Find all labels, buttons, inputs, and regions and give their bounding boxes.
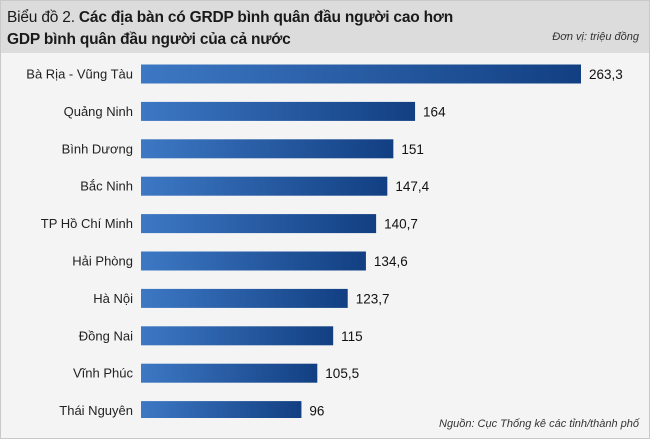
category-label: Thái Nguyên: [59, 403, 133, 418]
chart-title: Biểu đồ 2. Các địa bàn có GRDP bình quân…: [7, 7, 453, 51]
value-label: 115: [341, 329, 363, 344]
value-label: 164: [423, 104, 446, 119]
bar: [141, 101, 416, 121]
category-label: Quảng Ninh: [64, 104, 133, 119]
bar: [141, 176, 388, 196]
value-label: 151: [401, 142, 424, 157]
bar: [141, 214, 377, 234]
bar-chart: Bà Rịa - Vũng Tàu 263,3 Quảng Ninh 164 Bình …: [26, 64, 623, 418]
value-label: 140,7: [384, 217, 418, 232]
category-label: Bình Dương: [62, 141, 133, 156]
bar: [141, 363, 318, 383]
bar: [141, 139, 394, 159]
category-label: Đồng Nai: [79, 328, 133, 343]
value-label: 134,6: [374, 254, 408, 269]
bar: [141, 251, 366, 271]
chart-title-line2: GDP bình quân đầu người của cả nước: [7, 31, 291, 48]
chart-title-line1: Các địa bàn có GRDP bình quân đầu người …: [78, 9, 454, 26]
category-label: Vĩnh Phúc: [73, 366, 133, 381]
chart-header: Biểu đồ 2. Các địa bàn có GRDP bình quân…: [1, 1, 649, 53]
bar: [141, 288, 348, 308]
category-label: Bà Rịa - Vũng Tàu: [26, 67, 133, 82]
value-label: 123,7: [356, 291, 390, 306]
category-label: TP Hồ Chí Minh: [41, 216, 133, 231]
bar: [141, 326, 334, 346]
value-label: 96: [309, 404, 324, 418]
category-label: Hải Phòng: [72, 254, 133, 269]
unit-label: Đơn vị: triệu đồng: [552, 31, 639, 43]
bar: [141, 64, 581, 84]
source-note: Nguồn: Cục Thống kê các tỉnh/thành phố: [439, 418, 639, 430]
category-label: Bắc Ninh: [80, 179, 133, 194]
value-label: 147,4: [395, 179, 429, 194]
value-label: 263,3: [589, 67, 623, 82]
bar: [141, 401, 302, 418]
value-label: 105,5: [325, 366, 359, 381]
category-label: Hà Nội: [93, 291, 133, 306]
chart-title-prefix: Biểu đồ 2.: [7, 9, 75, 26]
